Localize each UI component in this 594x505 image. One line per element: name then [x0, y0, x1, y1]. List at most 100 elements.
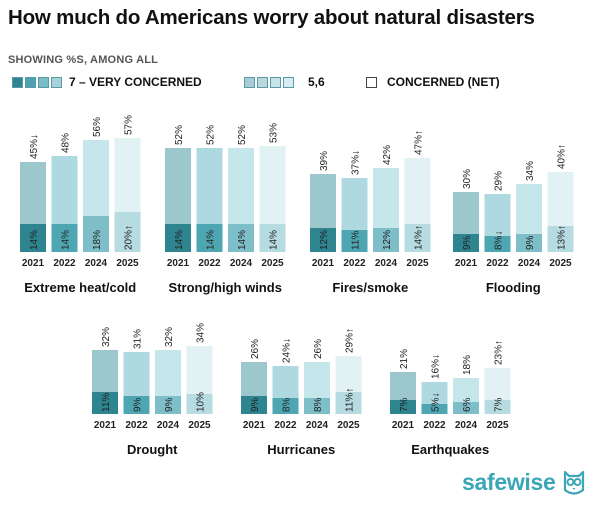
- legend-item-concerned-net: CONCERNED (NET): [366, 74, 500, 90]
- x-tick-label: 2022: [198, 258, 221, 269]
- data-label-net: 30%: [462, 169, 473, 189]
- data-label-very-concerned: 14%: [206, 230, 217, 250]
- data-label-net: 23%↑: [494, 340, 505, 365]
- data-label-net: 21%: [399, 349, 410, 369]
- x-tick-label: 2021: [167, 258, 190, 269]
- bar-very-concerned: [20, 224, 46, 252]
- data-label-net: 53%: [269, 123, 280, 143]
- data-label-net: 45%↓: [29, 134, 40, 159]
- x-tick-label: 2024: [455, 420, 478, 431]
- bar-very-concerned: [516, 234, 542, 252]
- bar-very-concerned: [304, 398, 330, 414]
- x-tick-label: 2024: [518, 258, 541, 269]
- panel-title: Earthquakes: [411, 442, 489, 457]
- bar-very-concerned: [484, 400, 511, 414]
- bar-very-concerned: [453, 402, 479, 414]
- legend-label: CONCERNED (NET): [387, 75, 500, 89]
- x-tick-label: 2022: [486, 258, 509, 269]
- brand-logo-text: safewise: [462, 469, 556, 495]
- bar-very-concerned: [484, 236, 511, 252]
- bar-very-concerned: [228, 224, 254, 252]
- bar-very-concerned: [241, 396, 267, 414]
- data-label-very-concerned: 8%↓: [494, 231, 505, 250]
- bar-very-concerned: [373, 228, 399, 252]
- legend-item-very-concerned: 7 – VERY CONCERNED: [12, 74, 202, 90]
- panel-title: Hurricanes: [267, 442, 335, 457]
- x-tick-label: 2021: [392, 420, 415, 431]
- panel-title: Fires/smoke: [332, 280, 408, 295]
- panel-title: Drought: [127, 442, 178, 457]
- data-label-very-concerned: 13%↑: [557, 225, 568, 250]
- data-label-net: 48%: [61, 133, 72, 153]
- data-label-net: 18%: [462, 355, 473, 375]
- data-label-very-concerned: 9%: [525, 235, 536, 250]
- chart-title: How much do Americans worry about natura…: [8, 6, 535, 29]
- data-label-net: 52%: [206, 125, 217, 145]
- legend-swatch: [12, 76, 23, 88]
- data-label-net: 32%: [164, 327, 175, 347]
- legend-swatch: [366, 76, 377, 88]
- bar-very-concerned: [390, 400, 416, 414]
- data-label-very-concerned: 5%↓: [431, 393, 442, 412]
- legend-swatch: [257, 76, 268, 88]
- bar-very-concerned: [259, 224, 286, 252]
- data-label-net: 26%: [250, 339, 261, 359]
- data-label-net: 34%: [525, 161, 536, 181]
- data-label-very-concerned: 7%: [399, 397, 410, 412]
- data-label-very-concerned: 18%: [92, 230, 103, 250]
- bar-very-concerned: [165, 224, 191, 252]
- data-label-net: 39%: [319, 151, 330, 171]
- bar-very-concerned: [341, 230, 368, 252]
- x-tick-label: 2021: [243, 420, 266, 431]
- bar-very-concerned: [155, 396, 181, 414]
- panel-title: Extreme heat/cold: [24, 280, 136, 295]
- bar-very-concerned: [114, 212, 141, 252]
- x-tick-label: 2025: [261, 258, 284, 269]
- bar-very-concerned: [51, 224, 78, 252]
- legend-swatch: [244, 76, 255, 88]
- data-label-net: 57%: [124, 115, 135, 135]
- data-label-very-concerned: 9%: [164, 397, 175, 412]
- data-label-very-concerned: 12%: [319, 230, 330, 250]
- data-label-very-concerned: 9%: [133, 397, 144, 412]
- data-label-very-concerned: 14%: [29, 230, 40, 250]
- bar-very-concerned: [547, 226, 574, 252]
- data-label-very-concerned: 6%: [462, 397, 473, 412]
- bar-very-concerned: [310, 228, 336, 252]
- legend-swatch: [25, 76, 36, 88]
- data-label-very-concerned: 11%: [351, 231, 362, 250]
- x-tick-label: 2024: [375, 258, 398, 269]
- data-label-net: 29%↑: [345, 328, 356, 353]
- x-tick-label: 2025: [337, 420, 360, 431]
- data-label-very-concerned: 14%: [237, 230, 248, 250]
- bar-very-concerned: [196, 224, 223, 252]
- bar-very-concerned: [92, 392, 118, 414]
- x-tick-label: 2022: [343, 258, 366, 269]
- legend-swatch: [51, 76, 62, 88]
- data-label-very-concerned: 8%: [282, 397, 293, 412]
- data-label-net: 47%↑: [414, 130, 425, 155]
- data-label-very-concerned: 20%↑: [124, 225, 135, 250]
- x-tick-label: 2022: [125, 420, 148, 431]
- data-label-net: 42%: [382, 145, 393, 165]
- data-label-very-concerned: 7%: [494, 397, 505, 412]
- data-label-very-concerned: 14%↑: [414, 225, 425, 250]
- data-label-very-concerned: 9%: [250, 397, 261, 412]
- x-tick-label: 2024: [306, 420, 329, 431]
- bar-very-concerned: [123, 396, 150, 414]
- data-label-net: 52%: [237, 125, 248, 145]
- legend-label: 5,6: [308, 75, 325, 89]
- bar-very-concerned: [453, 234, 479, 252]
- data-label-net: 37%↓: [351, 150, 362, 175]
- x-tick-label: 2021: [312, 258, 335, 269]
- x-tick-label: 2025: [549, 258, 572, 269]
- data-label-very-concerned: 14%: [269, 230, 280, 250]
- data-label-very-concerned: 8%: [313, 397, 324, 412]
- bar-very-concerned: [272, 398, 299, 414]
- data-label-net: 32%: [101, 327, 112, 347]
- data-label-very-concerned: 12%: [382, 230, 393, 250]
- bar-very-concerned: [421, 404, 448, 414]
- data-label-very-concerned: 10%: [196, 392, 207, 412]
- x-tick-label: 2024: [85, 258, 108, 269]
- x-tick-label: 2022: [53, 258, 76, 269]
